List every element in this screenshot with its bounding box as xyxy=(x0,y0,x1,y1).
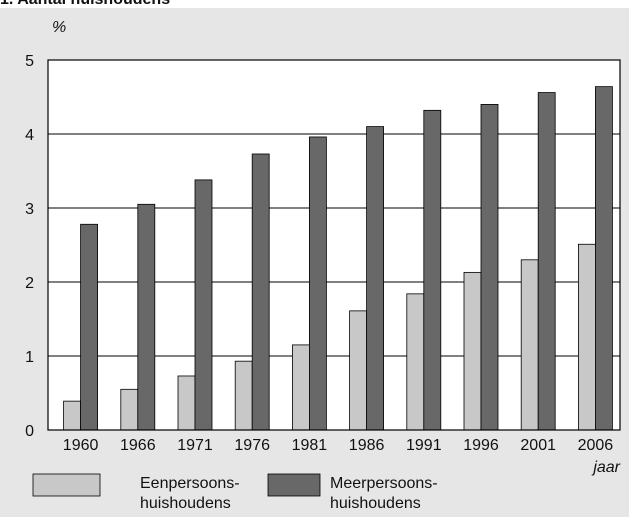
bar xyxy=(537,92,556,431)
y-unit: % xyxy=(52,19,66,36)
x-tick-label: 1991 xyxy=(406,437,442,454)
x-tick-label: 1981 xyxy=(292,437,328,454)
legend-swatch xyxy=(32,473,101,497)
y-tick-label: 3 xyxy=(25,201,34,218)
bar xyxy=(251,153,270,431)
chart-title: 1. Aantal huishoudens xyxy=(0,0,170,8)
x-tick-label: 1976 xyxy=(234,437,270,454)
x-axis-label: jaar xyxy=(591,459,620,476)
bar xyxy=(595,86,613,431)
y-tick-label: 0 xyxy=(25,423,34,440)
x-tick-label: 1996 xyxy=(463,437,499,454)
bar xyxy=(80,223,98,431)
y-tick-label: 1 xyxy=(25,349,34,366)
bar xyxy=(234,360,253,431)
bar xyxy=(463,271,482,431)
x-tick-label: 1960 xyxy=(63,437,99,454)
bar xyxy=(177,375,196,431)
legend-label: Eenpersoons-huishoudens xyxy=(140,475,240,512)
bar xyxy=(308,136,327,431)
legend-swatch xyxy=(267,473,321,497)
bar xyxy=(349,310,368,431)
y-tick-label: 5 xyxy=(25,53,34,70)
bar xyxy=(578,243,596,431)
y-tick-label: 2 xyxy=(25,275,34,292)
bar xyxy=(291,344,310,431)
x-tick-label: 2006 xyxy=(578,437,614,454)
x-tick-label: 1986 xyxy=(349,437,385,454)
bar xyxy=(194,179,213,431)
plot-border xyxy=(47,59,621,431)
bar xyxy=(480,104,499,431)
legend-label: Meerpersoons-huishoudens xyxy=(330,475,438,512)
bar xyxy=(137,203,156,431)
bar xyxy=(520,259,539,431)
bar xyxy=(366,126,385,431)
y-tick-label: 4 xyxy=(25,127,34,144)
x-tick-label: 1966 xyxy=(120,437,156,454)
bar xyxy=(406,293,425,431)
bar xyxy=(120,388,139,431)
x-tick-label: 1971 xyxy=(177,437,213,454)
bar xyxy=(423,109,442,431)
x-tick-label: 2001 xyxy=(520,437,556,454)
bar xyxy=(63,400,81,431)
